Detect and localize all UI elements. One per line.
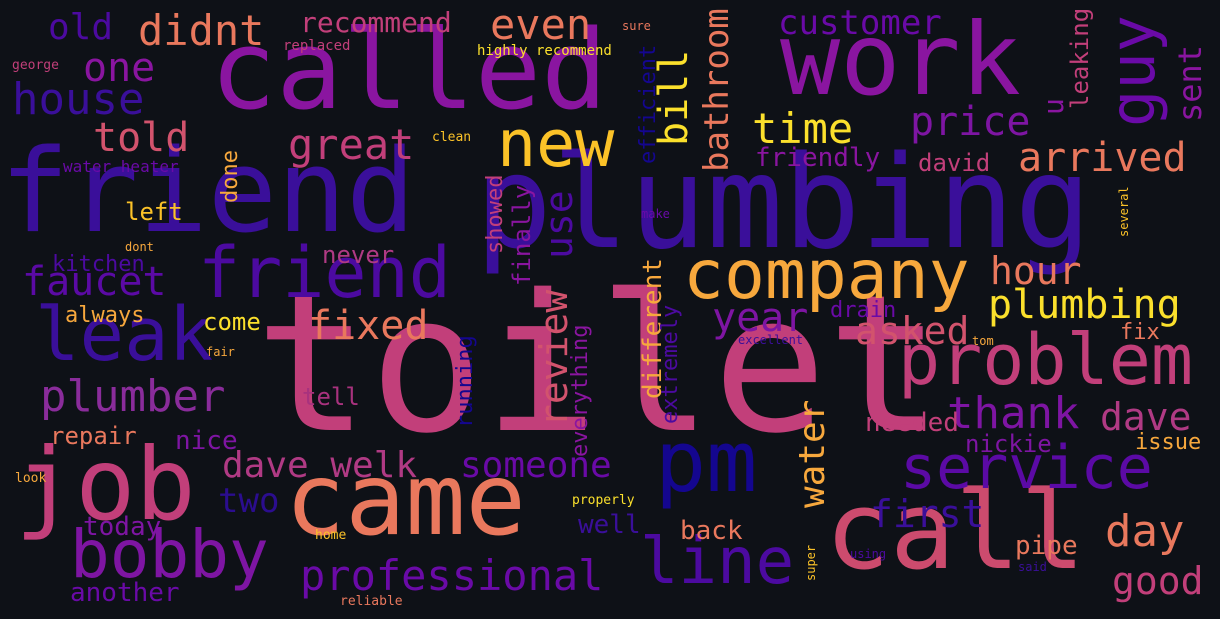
word-job: job	[15, 426, 196, 543]
word-old: old	[48, 7, 114, 48]
word-finally: finally	[508, 184, 536, 286]
word-water-heater: water heater	[63, 157, 179, 176]
word-everything: everything	[568, 324, 593, 457]
word-always: always	[65, 303, 145, 328]
word-never: never	[322, 241, 395, 269]
word-one: one	[83, 45, 156, 91]
word-several: several	[1117, 186, 1131, 237]
word-company: company	[683, 236, 970, 315]
word-drain: drain	[830, 298, 897, 323]
word-two: two	[218, 481, 280, 521]
word-someone: someone	[460, 445, 612, 486]
word-fair: fair	[206, 345, 235, 359]
word-even: even	[490, 0, 592, 49]
word-toilet: toilet	[255, 254, 942, 475]
word-arrived: arrived	[1018, 135, 1187, 181]
word-plumbing: plumbing	[475, 129, 1092, 278]
word-use: use	[537, 190, 581, 259]
word-said: said	[1018, 560, 1047, 574]
word-guy: guy	[1096, 15, 1169, 127]
word-customer: customer	[778, 3, 942, 43]
word-left: left	[125, 198, 183, 226]
word-showed: showed	[483, 174, 508, 254]
word-work: work	[780, 1, 1021, 118]
word-line: line	[640, 525, 795, 599]
word-came: came	[285, 441, 526, 558]
word-efficient: efficient	[636, 44, 661, 164]
word-recommend: recommend	[300, 6, 452, 39]
word-call: call	[825, 469, 1086, 594]
word-back: back	[680, 516, 743, 546]
word-price: price	[910, 99, 1031, 145]
word-dave: dave	[1100, 395, 1192, 439]
word-excellent: excellent	[738, 333, 804, 347]
word-clean: clean	[432, 130, 472, 145]
word-good: good	[1112, 559, 1204, 603]
word-faucet: faucet	[22, 259, 167, 305]
word-year: year	[712, 295, 809, 341]
word-didnt: didnt	[138, 6, 265, 55]
word-replaced: replaced	[283, 38, 351, 54]
word-thank: thank	[947, 388, 1080, 439]
word-new: new	[497, 107, 615, 182]
word-super: super	[804, 544, 818, 581]
word-dont: dont	[125, 240, 154, 254]
word-leaking: leaking	[1066, 7, 1094, 109]
word-leak: leak	[35, 292, 214, 378]
word-home: home	[315, 528, 347, 543]
word-problem: problem	[898, 319, 1194, 401]
word-friend: friend	[0, 125, 416, 259]
word-day: day	[1105, 506, 1185, 557]
word-time: time	[752, 104, 854, 153]
word-repair: repair	[50, 422, 137, 450]
word-bobby: bobby	[70, 516, 269, 593]
word-sent: sent	[1171, 44, 1209, 122]
word-service: service	[900, 433, 1153, 503]
word-called: called	[210, 6, 608, 134]
word-friendly: friendly	[755, 143, 881, 173]
word-make: make	[641, 207, 670, 221]
word-fixed: fixed	[308, 303, 429, 349]
word-u: u	[1037, 98, 1070, 115]
word-extremely: extremely	[658, 304, 683, 424]
word-bathroom: bathroom	[697, 8, 737, 172]
word-another: another	[70, 578, 180, 608]
word-come: come	[203, 308, 261, 336]
word-well: well	[578, 510, 641, 540]
word-nice: nice	[175, 426, 238, 456]
word-highly-recommend: highly recommend	[477, 43, 612, 59]
word-running: running	[453, 335, 478, 428]
word-look: look	[15, 471, 47, 486]
word-asked: asked	[855, 309, 970, 353]
word-dave-welk: dave welk	[222, 445, 418, 486]
word-tom: tom	[972, 334, 994, 348]
word-plumbing: plumbing	[988, 282, 1181, 328]
word-properly: properly	[572, 493, 635, 508]
word-professional: professional	[300, 551, 604, 600]
word-fix: fix	[1120, 320, 1160, 345]
word-issue: issue	[1135, 430, 1202, 455]
word-pipe: pipe	[1015, 531, 1078, 561]
word-today: today	[83, 512, 162, 542]
word-pm: pm	[655, 413, 758, 512]
word-needed: needed	[865, 408, 959, 438]
word-sure: sure	[622, 19, 651, 33]
word-using: using	[850, 547, 887, 561]
word-reliable: reliable	[340, 594, 403, 609]
word-water: water	[792, 399, 833, 508]
word-first: first	[870, 492, 985, 536]
word-nickie: nickie	[965, 430, 1052, 458]
word-tell: tell	[302, 383, 360, 411]
word-told: told	[93, 115, 190, 161]
word-done: done	[218, 150, 243, 203]
word-house: house	[12, 74, 145, 125]
word-friend: friend	[198, 232, 451, 314]
word-george: george	[12, 58, 59, 73]
word-hour: hour	[990, 249, 1082, 293]
word-great: great	[288, 120, 415, 169]
word-david: david	[918, 149, 991, 177]
word-kitchen: kitchen	[52, 252, 145, 277]
word-plumber: plumber	[40, 371, 226, 422]
